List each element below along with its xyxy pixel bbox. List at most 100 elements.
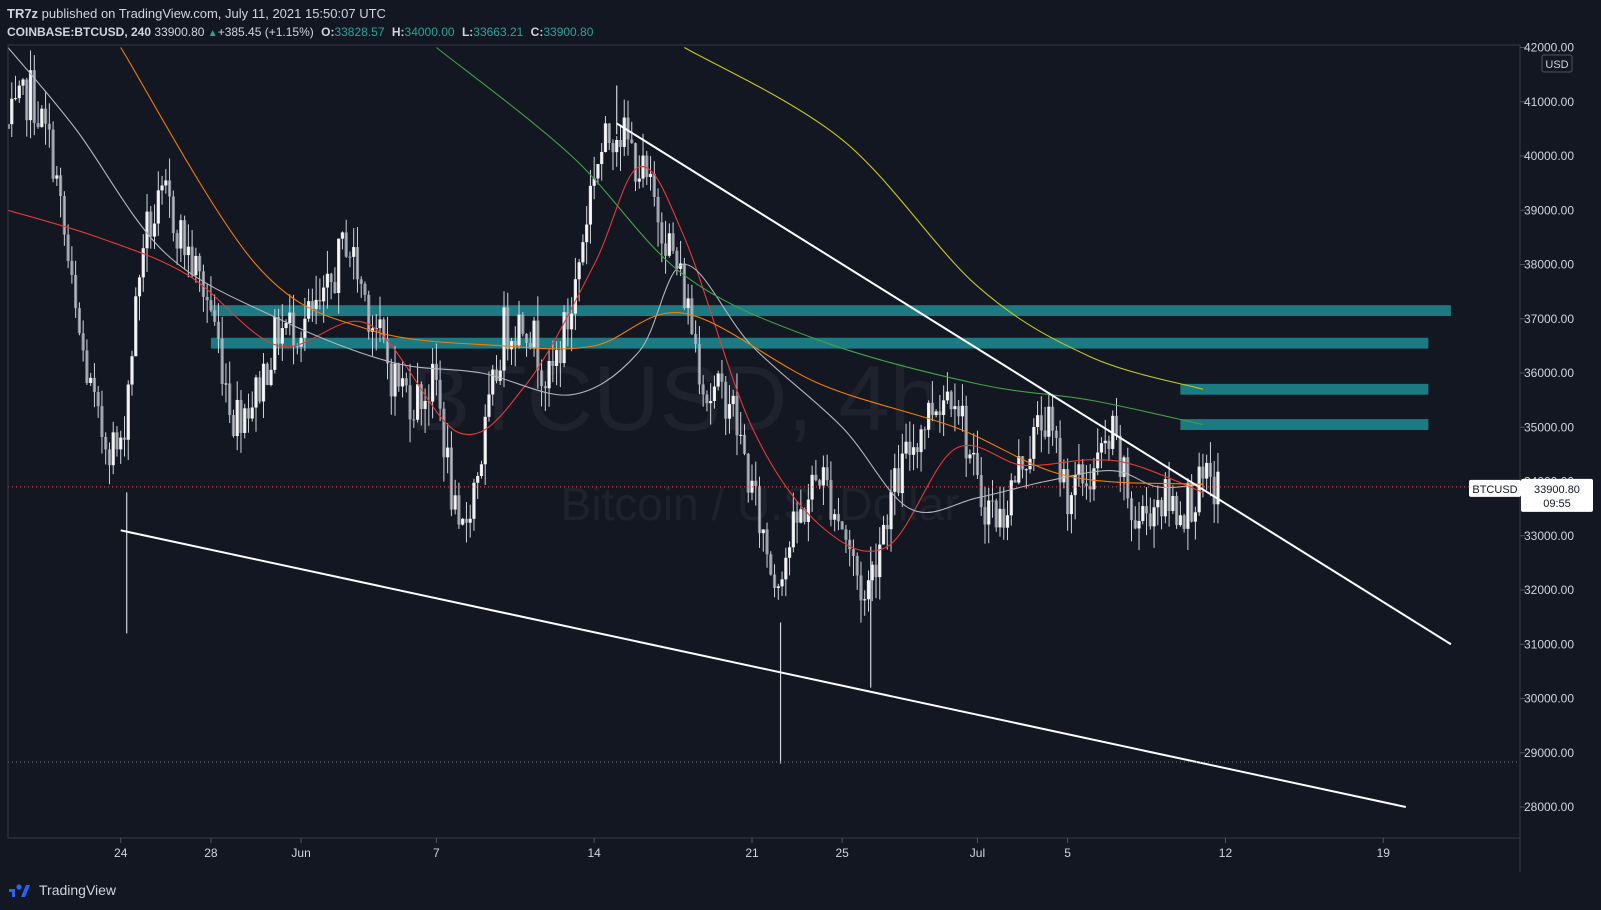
candle-body (1163, 479, 1167, 517)
candle-body (378, 319, 382, 329)
candle-body (524, 333, 529, 343)
candle-body (900, 453, 904, 494)
candle-body (156, 190, 160, 224)
candle-body (600, 151, 604, 165)
candle-body (1114, 415, 1119, 436)
candle-body (314, 299, 318, 309)
candle-body (295, 346, 299, 348)
candle-body (228, 383, 232, 416)
candle-body (265, 363, 269, 386)
candle-body (269, 369, 273, 386)
candle-body (209, 300, 213, 311)
candle-body (111, 432, 115, 466)
candle-body (152, 223, 157, 237)
candle-body (660, 222, 664, 244)
candle-body (611, 143, 615, 153)
price-tick-label: 36000.00 (1524, 366, 1574, 380)
candle-body (652, 173, 656, 197)
currency-badge[interactable]: USD (1541, 54, 1573, 73)
time-tick-label: 7 (433, 846, 440, 860)
candle-body (585, 224, 589, 243)
candle-body (1096, 452, 1100, 469)
close-value: 33900.80 (543, 25, 594, 39)
candle-body (517, 314, 521, 346)
candle-body (419, 384, 423, 409)
candle-body (66, 234, 70, 261)
published-text: published on TradingView.com, July 11, 2… (38, 6, 386, 21)
last-price-label: 33900.80 (154, 25, 205, 39)
candle-body (1190, 482, 1194, 522)
candle-body (896, 468, 901, 494)
price-zone[interactable] (1180, 383, 1429, 395)
moving-average-line (436, 47, 1204, 426)
author-name[interactable]: TR7z (7, 6, 39, 21)
candle-body (1216, 471, 1220, 505)
price-zone[interactable] (210, 305, 1451, 317)
candle-body (468, 518, 472, 523)
price-axis[interactable]: 28000.00 29000.00 30000.00 31000.00 32000.00… (1520, 41, 1574, 815)
candle-body (1043, 430, 1047, 437)
candle-body (224, 383, 228, 385)
price-zone[interactable] (210, 337, 1429, 349)
candle-body (333, 282, 337, 293)
candle-body (927, 402, 931, 430)
candle-body (243, 408, 247, 433)
price-tag-symbol: BTCUSD (1472, 484, 1517, 496)
up-arrow-icon: ▲ (207, 28, 218, 39)
candle-body (509, 341, 514, 350)
candle-body (318, 299, 322, 302)
candle-body (513, 341, 517, 346)
moving-average-line (8, 166, 1204, 552)
candle-body (555, 350, 559, 366)
candle-body (51, 129, 55, 179)
candle-body (344, 232, 348, 257)
candle-body (690, 298, 694, 335)
candle-body (558, 350, 562, 364)
candle-body (645, 155, 649, 178)
candle-body (96, 392, 100, 407)
candle-body (648, 173, 653, 178)
price-tick-label: 38000.00 (1524, 258, 1574, 272)
tradingview-logo[interactable]: TradingView (9, 882, 116, 898)
candle-body (1201, 466, 1205, 479)
candle-body (171, 196, 175, 234)
candle-body (1205, 462, 1209, 479)
candle-body (367, 294, 371, 332)
candle-body (431, 363, 435, 402)
price-zone[interactable] (1180, 419, 1429, 430)
candle-body (70, 260, 74, 276)
candle-body (438, 379, 442, 409)
trendlines[interactable] (120, 122, 1452, 808)
candle-body (250, 407, 254, 419)
candle-body (1122, 457, 1126, 477)
candle-body (1182, 515, 1186, 529)
candle-body (107, 449, 112, 466)
time-axis[interactable]: 24 28 Jun 7 14 21 25 Jul 5 12 19 (114, 838, 1390, 860)
candle-body (423, 400, 427, 409)
candle-body (949, 391, 953, 410)
candle-body (307, 301, 311, 319)
candle-body (705, 394, 709, 404)
symbol-label[interactable]: COINBASE:BTCUSD, 240 (7, 25, 152, 39)
candle-body (348, 256, 352, 258)
candle-body (942, 400, 946, 416)
trendline-upper[interactable] (616, 122, 1452, 646)
candle-body (543, 386, 547, 389)
candle-body (400, 378, 405, 387)
trendline-lower[interactable] (120, 529, 1407, 808)
candle-body (904, 441, 908, 454)
time-tick-label: Jun (291, 846, 310, 860)
candle-body (833, 514, 837, 520)
candle-body (742, 434, 747, 454)
candle-body (994, 500, 998, 528)
candle-body (1148, 513, 1152, 527)
moving-averages (8, 47, 1204, 552)
candle-body (663, 243, 668, 256)
candle-body (539, 370, 544, 387)
candle-body (885, 524, 889, 530)
candle-body (532, 320, 536, 349)
candle-body (483, 416, 487, 465)
chart-canvas[interactable]: BTCUSD, 4h Bitcoin / U.S. Dollar 28000.0… (0, 0, 1601, 872)
candle-body (784, 557, 788, 580)
candle-body (573, 279, 577, 314)
